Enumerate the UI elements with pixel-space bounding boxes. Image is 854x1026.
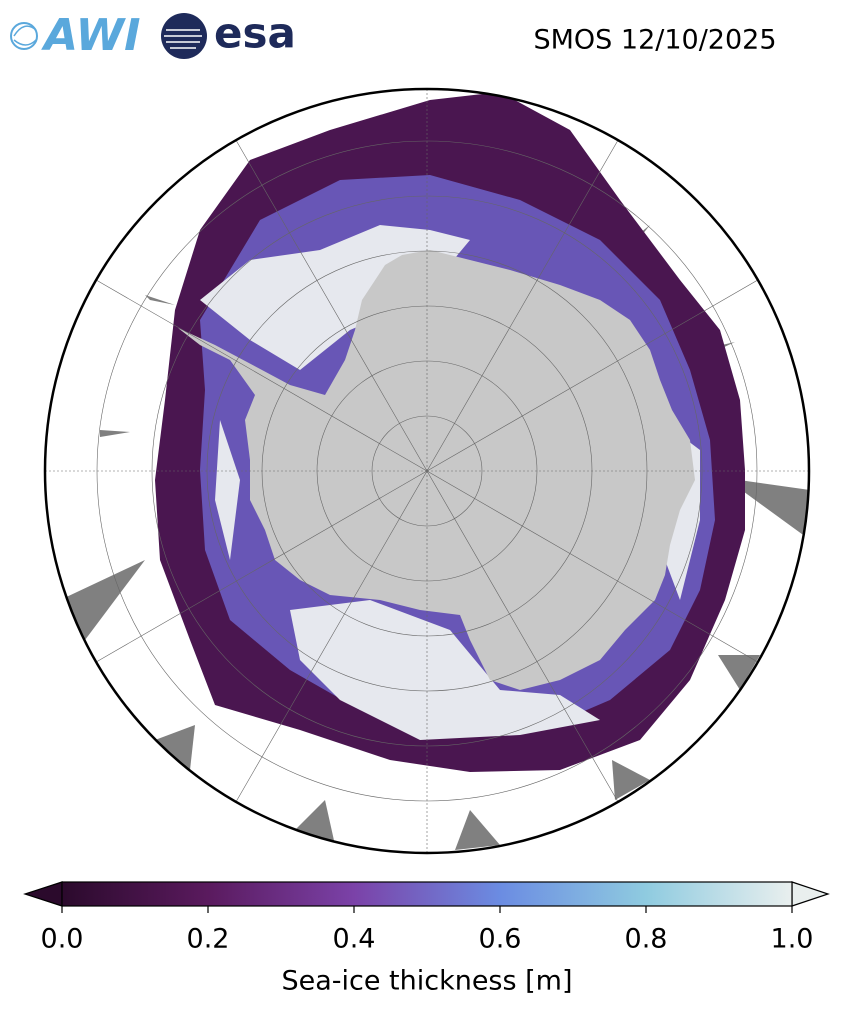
meridian [426,470,774,672]
awi-logo-text: AWI [41,10,141,61]
esa-logo: esa [161,9,296,59]
polar-map [45,89,809,853]
sea-ice-thick [200,225,700,740]
meridian [426,124,628,472]
map-border [43,87,811,855]
colorbar-tick-label: 1.0 [771,924,814,955]
colorbar-tick-label: 0.8 [625,924,668,955]
meridian [226,124,428,472]
colorbar-tick-label: 0.6 [479,924,522,955]
colorbar-tick-label: 0.4 [333,924,376,955]
meridian [426,470,628,818]
map-title: SMOS 12/10/2025 [533,25,776,56]
parallel [371,415,483,527]
meridian [426,270,774,472]
colorbar-extend-low [23,881,63,907]
meridian [80,270,428,472]
colorbar-scale [61,881,793,907]
colorbar-extend-high [791,881,830,907]
colorbar-tick-label: 0.0 [41,924,84,955]
awi-logo: AWI [10,10,141,61]
parallel [151,195,703,747]
antarctica [178,250,695,690]
colorbar-label: Sea-ice thickness [m] [281,966,572,997]
colorbar [23,881,830,913]
colorbar-tick-label: 0.2 [187,924,230,955]
meridian [226,470,428,818]
meridian [80,470,428,672]
graticule [45,89,809,853]
esa-logo-text: esa [214,9,296,58]
